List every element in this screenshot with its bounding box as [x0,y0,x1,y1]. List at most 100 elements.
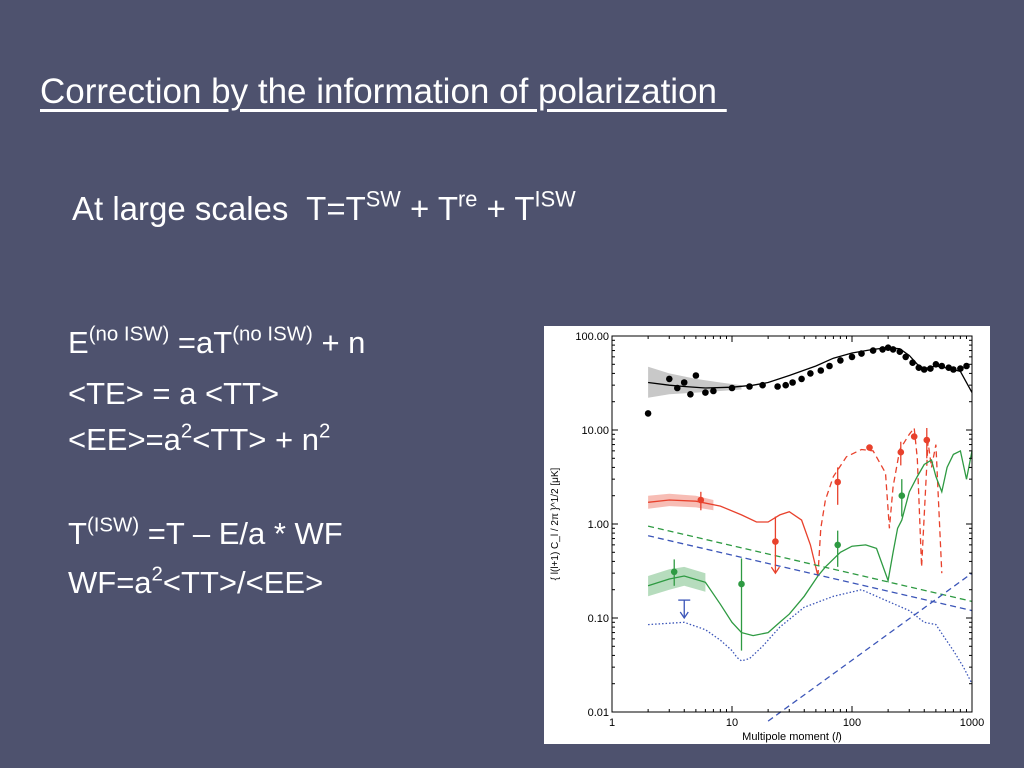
sup-re: re [458,186,478,212]
series-line [648,499,819,577]
data-point [963,362,970,370]
data-point [923,436,931,444]
data-point [957,365,964,372]
equation-te: <TE> = a <TT> [68,376,279,412]
x-tick-label: 1 [609,717,615,729]
data-point [909,359,916,366]
eq3-sup2: 2 [318,419,331,443]
data-point [932,361,940,368]
equation-wf: WF=a2<TT>/<EE> [68,562,324,601]
data-point [848,353,856,361]
upper-limit-arrow [770,566,780,575]
equation-ee: <EE>=a2<TT> + n2 [68,419,331,458]
upper-limit-arrow [679,611,689,620]
data-point [644,410,652,417]
uncertainty-band [648,493,714,511]
eq5-sup: 2 [151,562,163,586]
power-spectrum-figure: 0.01 0.10 1.00 10.00 100.00 1 10 100 1000 Multip… [544,326,990,744]
y-axis-label: { l(l+1) C_l / 2π }^1/2 [μK] [550,467,561,580]
data-point [738,580,745,588]
series-line [647,535,973,612]
data-point [680,379,688,386]
large-scale-equation: At large scales T=TSW + Tre + TISW [72,186,576,228]
slide-title: Correction by the information of polariz… [40,72,727,111]
subtitle-lead: At large scales T=T [72,190,366,227]
data-point [826,362,833,370]
data-point [910,433,918,440]
eq5-b: <TT>/<EE> [162,565,324,600]
series-line [648,589,973,684]
eq1-tail: + n [312,325,366,360]
data-point [858,350,865,357]
x-tick-label: 100 [843,717,861,729]
data-point [938,362,946,370]
data-point [710,387,717,395]
x-tick-label: 1000 [960,717,984,729]
data-point [866,444,873,451]
eq2-text: <TE> = a <TT> [68,376,280,411]
eq3-a: <EE>=a [68,422,181,457]
equation-t-isw: T(ISW) =T – E/a * WF [68,513,343,552]
sup-sw: SW [365,186,401,212]
data-point [879,346,886,353]
data-point [774,383,781,390]
subtitle-plus-1: + T [400,190,458,227]
data-point [896,348,904,355]
data-point [789,379,796,386]
subtitle-plus-2: + T [477,190,535,227]
power-spectrum-chart: 0.01 0.10 1.00 10.00 100.00 1 10 100 1000 Multip… [550,331,984,743]
data-point [920,366,928,373]
sup-isw: ISW [534,186,576,212]
data-point [915,364,923,371]
y-tick-label: 10.00 [581,425,609,437]
data-point [782,381,789,389]
eq4-sup: (ISW) [86,513,140,537]
data-point [897,448,905,456]
eq3-b: <TT> + n [192,422,319,457]
eq3-sup1: 2 [180,419,193,443]
y-tick-label: 1.00 [588,519,609,531]
series-line [817,426,943,577]
data-point [837,357,844,364]
y-tick-label: 0.01 [588,707,609,719]
data-point [666,375,673,383]
data-point [950,366,957,373]
eq1-sup2: (no ISW) [232,322,313,346]
eq1-sup1: (no ISW) [88,322,170,346]
data-point [798,375,805,383]
data-point [702,389,709,396]
x-axis-label: Multipole moment (l) [742,731,842,743]
data-point [728,384,736,392]
data-point [834,541,841,549]
data-point [670,568,678,576]
data-point [759,381,766,389]
data-point [817,367,825,374]
data-point [746,383,753,390]
eq4-tail: =T – E/a * WF [139,516,343,551]
data-point [692,372,700,379]
equation-e-no-isw: E(no ISW) =aT(no ISW) + n [68,322,366,361]
data-point [902,353,909,361]
series-line [647,525,973,603]
data-point [898,492,906,499]
data-point [772,538,779,545]
data-point [889,346,897,353]
data-point [869,347,877,354]
series-line [647,449,973,637]
x-tick-label: 10 [726,717,738,729]
data-point [687,391,694,398]
data-point [927,365,934,372]
y-tick-label: 100.00 [575,331,609,343]
series-line [767,572,973,722]
data-point [807,370,814,377]
y-tick-label: 0.10 [588,613,609,625]
data-point [674,384,681,392]
eq5-a: WF=a [68,565,152,600]
uncertainty-band [648,566,706,597]
data-point [697,496,705,504]
eq4-t: T [68,516,87,551]
uncertainty-band [648,366,742,398]
eq1-e: E [68,325,89,360]
data-point [884,344,892,351]
eq1-mid: =aT [169,325,233,360]
